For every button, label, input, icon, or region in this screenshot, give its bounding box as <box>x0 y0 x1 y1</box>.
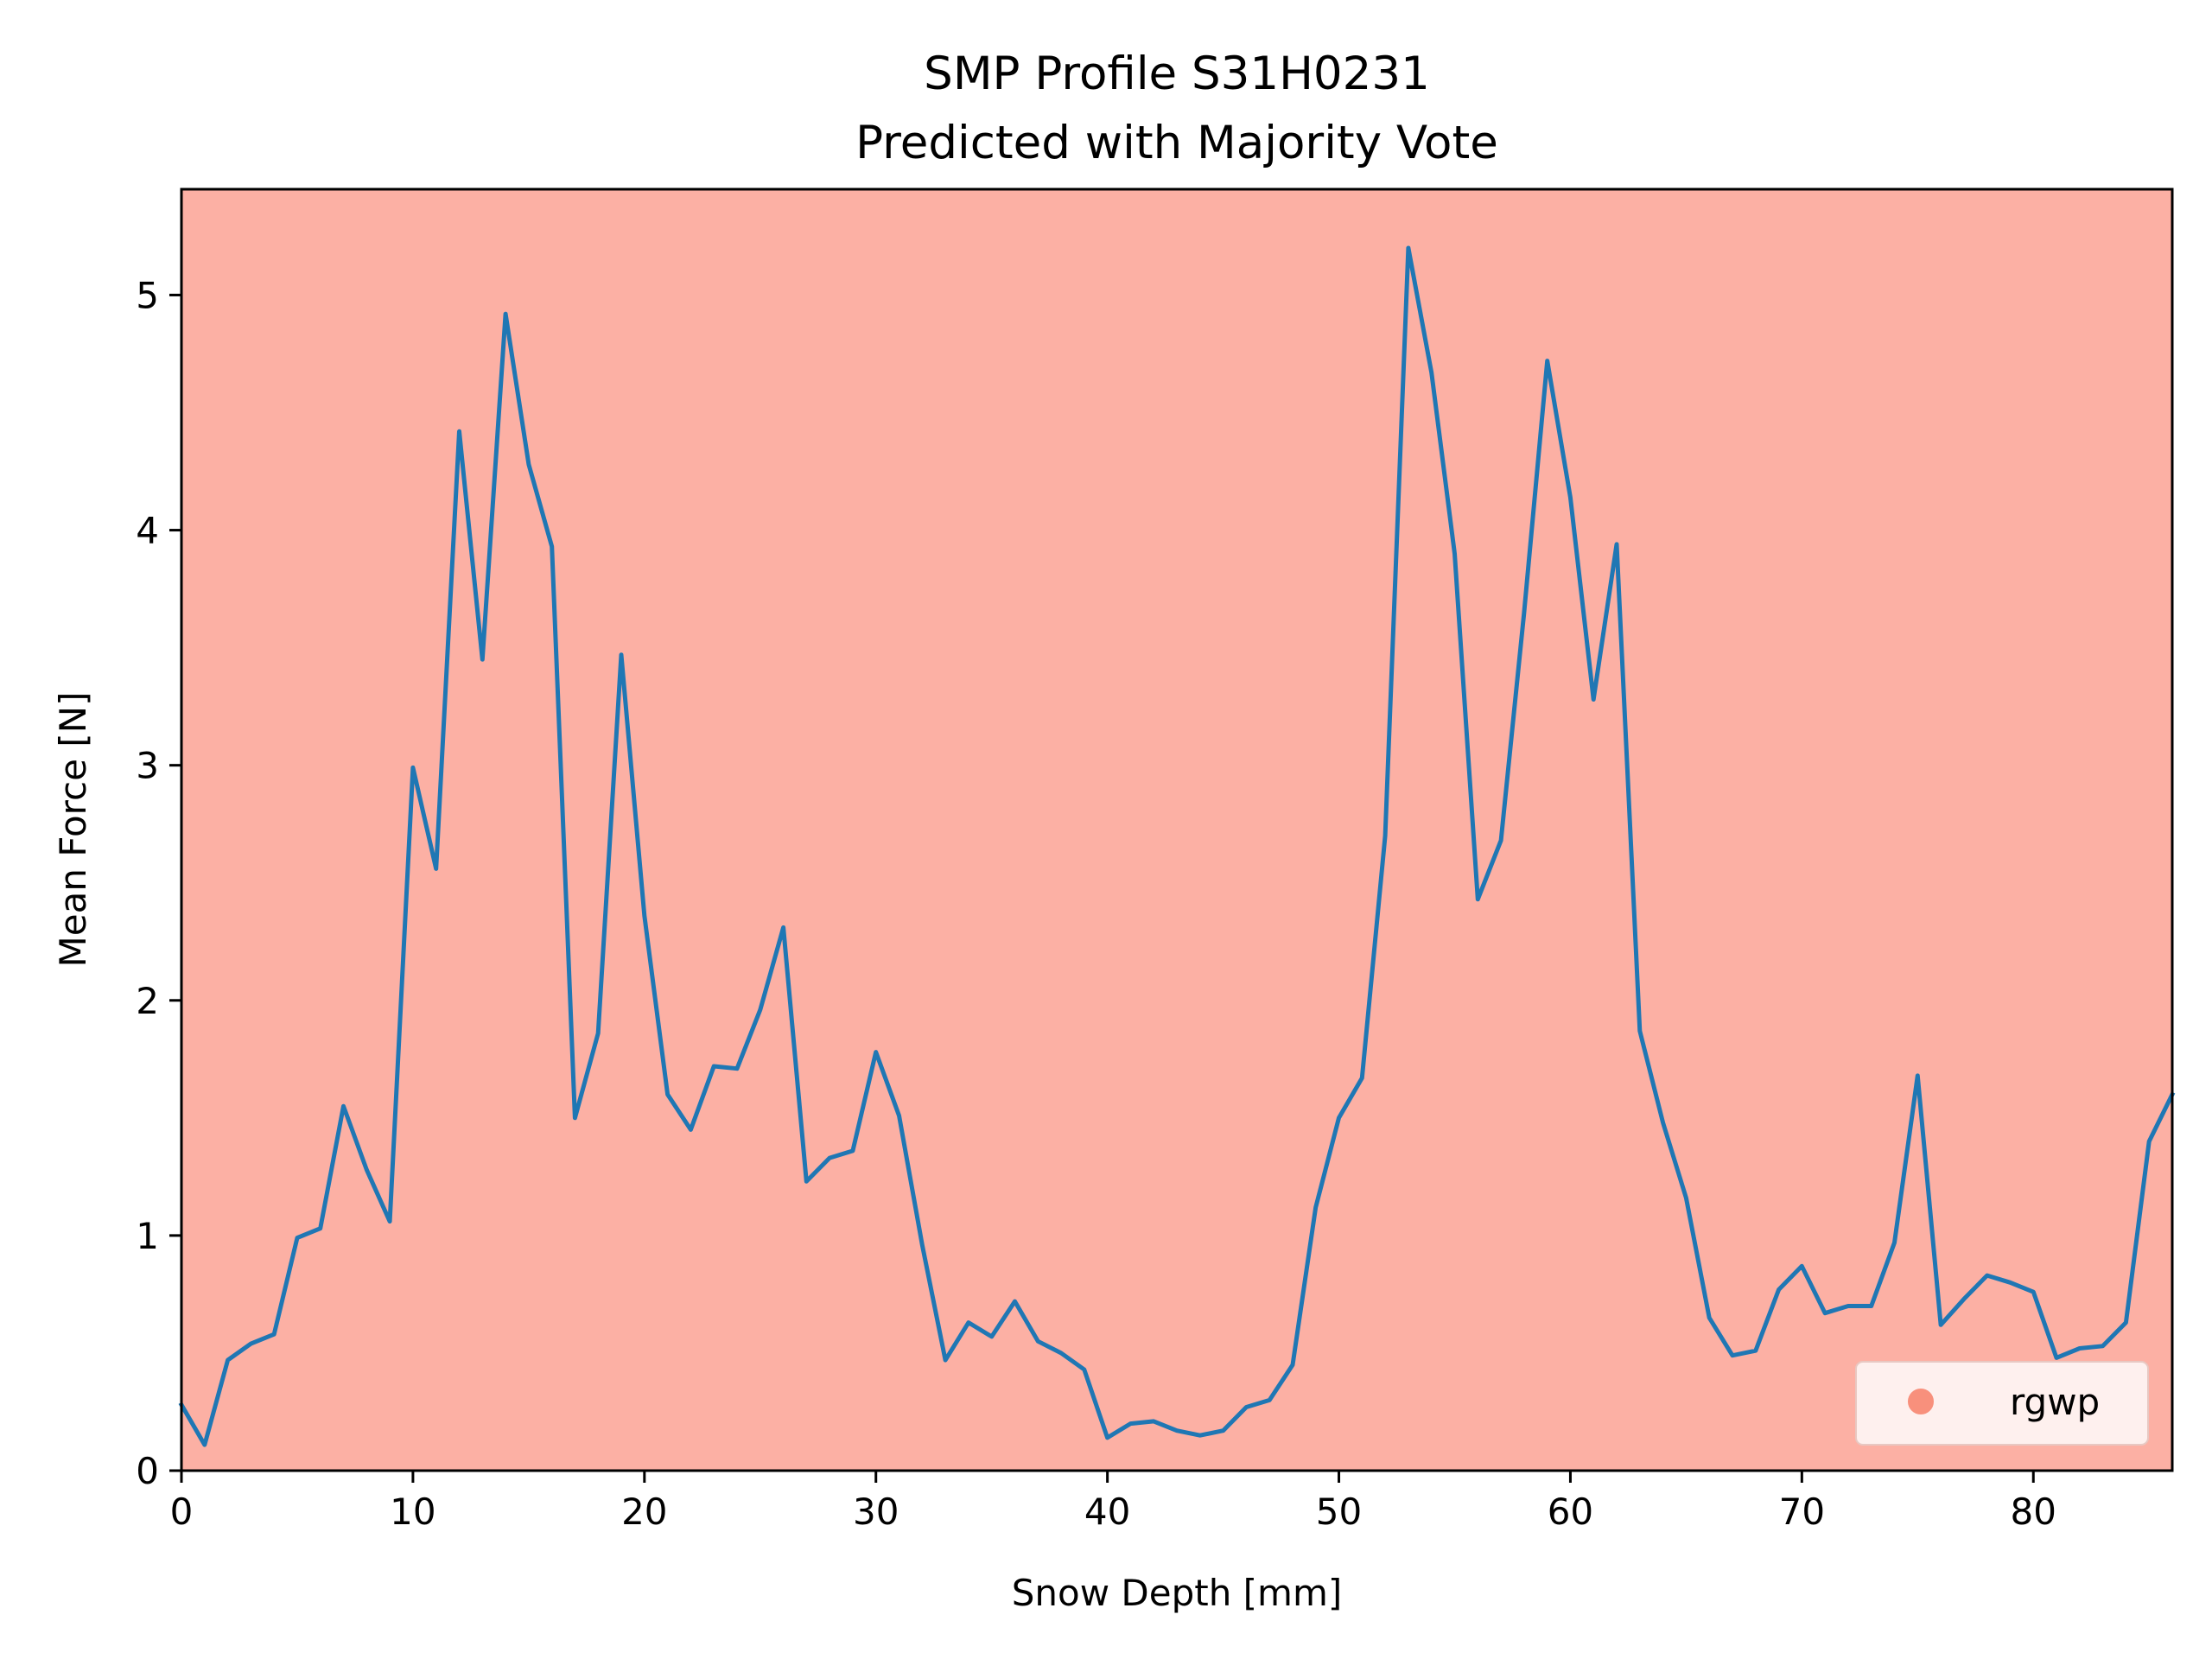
x-tick-label: 10 <box>390 1491 435 1533</box>
force-series-line <box>178 245 2176 1447</box>
y-axis-label: Mean Force [N] <box>52 692 94 968</box>
x-tick-label: 0 <box>170 1491 194 1533</box>
y-tick-label: 4 <box>136 510 159 552</box>
x-tick-label: 60 <box>1548 1491 1593 1533</box>
legend-box <box>1855 1361 2149 1446</box>
x-tick-label: 40 <box>1084 1491 1130 1533</box>
y-tick-label: 3 <box>136 745 159 787</box>
x-tick-label: 70 <box>1779 1491 1825 1533</box>
legend-marker-rgwp <box>1908 1389 1934 1414</box>
x-tick-label: 50 <box>1316 1491 1362 1533</box>
legend-label-rgwp: rgwp <box>2010 1381 2100 1423</box>
y-tick-label: 5 <box>136 274 159 316</box>
y-tick-label: 0 <box>136 1450 159 1492</box>
plot-frame <box>180 188 2174 1472</box>
x-tick-label: 80 <box>2011 1491 2056 1533</box>
x-axis-label: Snow Depth [mm] <box>1012 1572 1343 1614</box>
y-tick-label: 1 <box>136 1215 159 1257</box>
y-tick-label: 2 <box>136 980 159 1022</box>
x-tick-label: 30 <box>853 1491 899 1533</box>
plot-area <box>181 189 2172 1471</box>
legend: rgwp <box>1855 1361 2149 1446</box>
chart-title: SMP Profile S31H0231 <box>924 48 1430 100</box>
x-tick-label: 20 <box>621 1491 667 1533</box>
y-axis-ticks: 0 1 2 3 4 5 <box>136 274 181 1492</box>
x-axis-ticks: 0 10 20 30 40 50 60 70 80 <box>170 1471 2056 1533</box>
chart-subtitle: Predicted with Majority Vote <box>855 117 1498 169</box>
